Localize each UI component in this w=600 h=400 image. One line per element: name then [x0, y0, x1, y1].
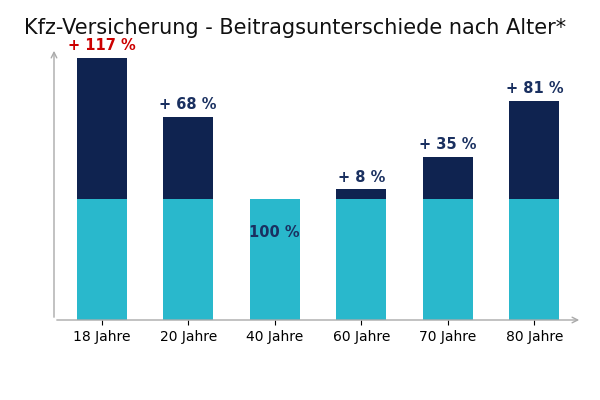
Text: 100 %: 100 % [250, 226, 300, 240]
Text: + 8 %: + 8 % [338, 170, 385, 185]
Bar [77, 199, 127, 320]
Text: + 68 %: + 68 % [160, 97, 217, 112]
Bar [509, 101, 559, 199]
Bar [163, 199, 213, 320]
Bar [423, 199, 473, 320]
Text: + 81 %: + 81 % [506, 81, 563, 96]
Text: Kfz-Versicherung - Beitragsunterschiede nach Alter*: Kfz-Versicherung - Beitragsunterschiede … [24, 18, 566, 38]
Bar [423, 157, 473, 199]
Text: + 35 %: + 35 % [419, 137, 476, 152]
Bar [250, 199, 300, 320]
Bar [77, 58, 127, 199]
Text: + 117 %: + 117 % [68, 38, 136, 53]
Text: Quelle: Statista 2018: Quelle: Statista 2018 [15, 376, 163, 390]
Bar [336, 199, 386, 320]
Bar [509, 199, 559, 320]
Bar [163, 117, 213, 199]
Bar [336, 190, 386, 199]
